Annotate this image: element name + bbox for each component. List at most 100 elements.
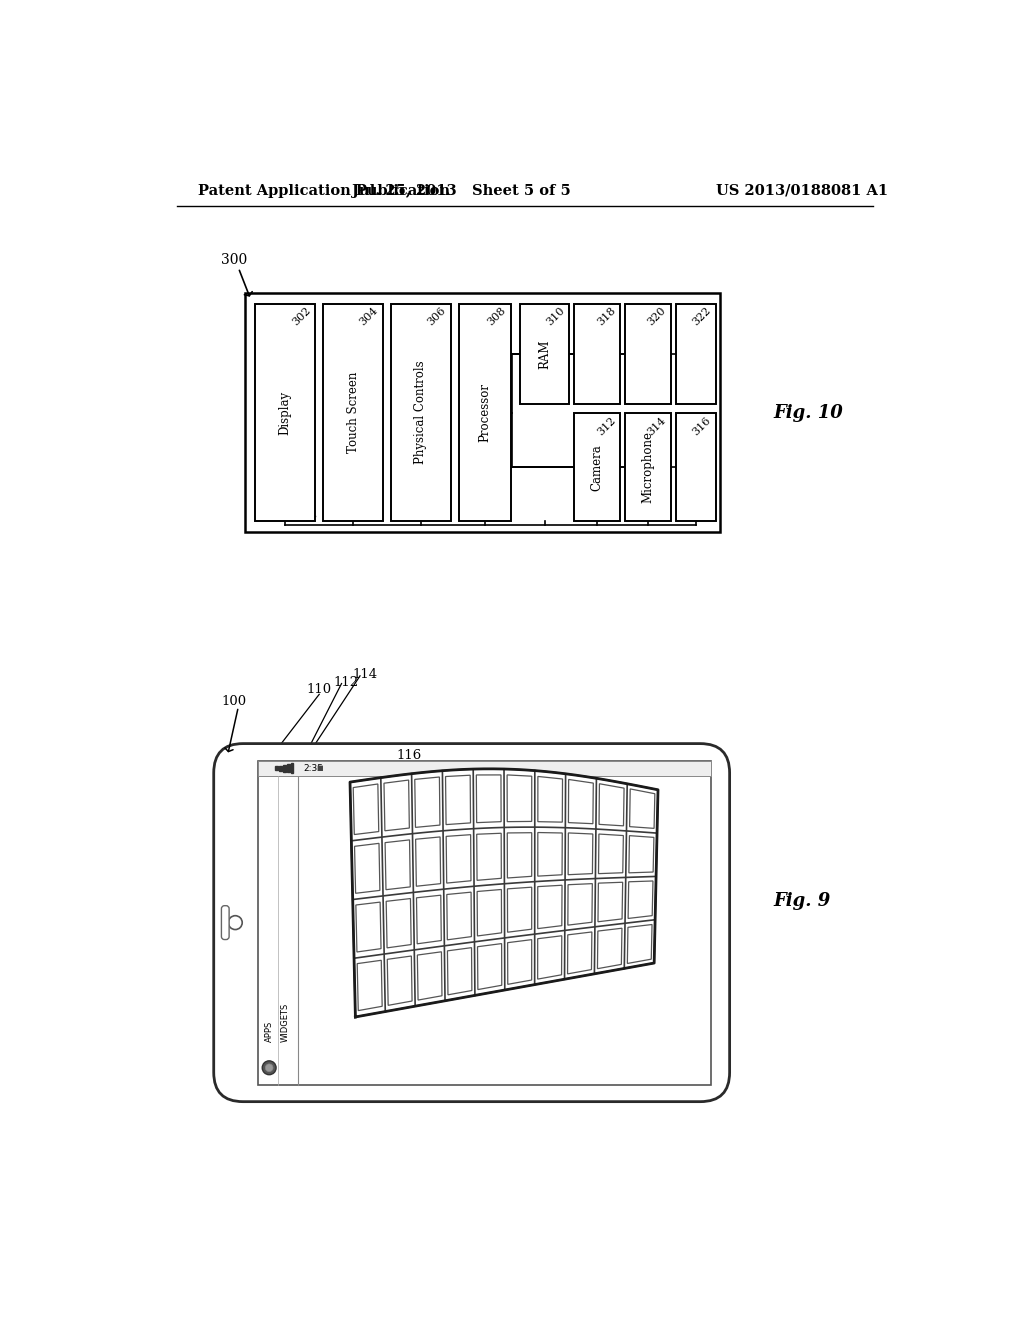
Polygon shape [598, 834, 624, 874]
Text: WIDGETS: WIDGETS [281, 1003, 290, 1043]
Polygon shape [446, 834, 471, 883]
Text: 318: 318 [595, 305, 617, 327]
Text: 322: 322 [690, 305, 713, 327]
Polygon shape [357, 960, 382, 1011]
Polygon shape [538, 776, 562, 822]
Text: Display: Display [279, 391, 292, 434]
Text: Touch Screen: Touch Screen [346, 372, 359, 453]
Polygon shape [385, 840, 411, 890]
Polygon shape [476, 775, 501, 822]
Bar [323, 304, 383, 521]
Bar [283, 764, 286, 772]
Polygon shape [568, 780, 593, 824]
Polygon shape [477, 890, 502, 936]
FancyBboxPatch shape [214, 743, 730, 1102]
Text: APPS: APPS [264, 1022, 273, 1043]
Bar [520, 304, 569, 404]
Polygon shape [598, 882, 623, 921]
Bar [255, 304, 315, 521]
Polygon shape [446, 892, 471, 940]
Text: 314: 314 [646, 414, 668, 437]
Text: 110: 110 [306, 684, 332, 696]
Text: 316: 316 [690, 414, 713, 437]
Bar [275, 767, 278, 770]
Circle shape [228, 916, 243, 929]
Polygon shape [568, 883, 592, 925]
Text: 312: 312 [595, 414, 617, 437]
Text: 2:35: 2:35 [303, 764, 323, 772]
Text: 200: 200 [416, 1007, 440, 1019]
Polygon shape [384, 780, 410, 830]
Bar [280, 766, 282, 771]
Text: 116: 116 [396, 748, 422, 762]
Polygon shape [630, 789, 654, 829]
Bar [287, 764, 290, 772]
Polygon shape [508, 940, 531, 985]
Polygon shape [445, 775, 470, 825]
Polygon shape [356, 902, 381, 952]
Polygon shape [447, 948, 472, 995]
Text: 302: 302 [290, 305, 312, 327]
Text: Fig. 9: Fig. 9 [773, 892, 830, 911]
Text: Processor: Processor [478, 383, 492, 442]
Polygon shape [354, 843, 380, 894]
Circle shape [265, 1064, 273, 1072]
Bar [291, 763, 294, 774]
Bar [625, 304, 671, 404]
Polygon shape [386, 899, 412, 948]
Polygon shape [477, 833, 502, 880]
Polygon shape [353, 784, 379, 834]
Text: 304: 304 [357, 305, 380, 327]
Text: ■: ■ [316, 766, 324, 771]
Polygon shape [416, 837, 440, 886]
Bar [676, 304, 716, 404]
Text: 118: 118 [662, 936, 687, 949]
Polygon shape [538, 936, 562, 979]
Text: Physical Controls: Physical Controls [415, 360, 427, 465]
Bar [258, 760, 711, 776]
Text: RAM: RAM [539, 339, 551, 368]
Text: Microphone: Microphone [641, 432, 654, 503]
Polygon shape [538, 833, 562, 876]
Text: 306: 306 [426, 305, 447, 327]
Polygon shape [599, 784, 624, 826]
Polygon shape [629, 836, 654, 873]
Text: 114: 114 [353, 668, 378, 681]
Bar [459, 304, 511, 521]
Polygon shape [567, 932, 592, 974]
Polygon shape [538, 886, 562, 928]
Polygon shape [628, 880, 653, 919]
Bar [625, 413, 671, 521]
Text: 300: 300 [221, 253, 248, 267]
Bar [574, 304, 621, 404]
Polygon shape [507, 775, 531, 821]
Polygon shape [628, 924, 652, 964]
Text: Jul. 25, 2013   Sheet 5 of 5: Jul. 25, 2013 Sheet 5 of 5 [352, 183, 571, 198]
Circle shape [262, 1061, 276, 1074]
Bar [258, 760, 711, 1085]
Polygon shape [350, 768, 658, 1016]
Polygon shape [568, 833, 593, 875]
Text: 308: 308 [485, 305, 508, 327]
FancyBboxPatch shape [221, 906, 229, 940]
Polygon shape [418, 952, 442, 1001]
Polygon shape [477, 944, 502, 990]
Bar [391, 304, 451, 521]
Text: {: { [653, 933, 666, 952]
Text: 310: 310 [544, 305, 566, 327]
Polygon shape [415, 777, 440, 828]
Text: US 2013/0188081 A1: US 2013/0188081 A1 [716, 183, 888, 198]
Text: Fig. 10: Fig. 10 [773, 404, 843, 421]
Polygon shape [417, 895, 441, 944]
Bar [245, 293, 720, 532]
Text: 320: 320 [646, 305, 668, 327]
Polygon shape [508, 887, 531, 932]
Text: 112: 112 [334, 676, 358, 689]
Text: 100: 100 [221, 694, 247, 708]
Text: Patent Application Publication: Patent Application Publication [199, 183, 451, 198]
Polygon shape [387, 956, 412, 1006]
Bar [676, 413, 716, 521]
Polygon shape [597, 928, 622, 969]
Polygon shape [507, 833, 531, 878]
Text: Camera: Camera [591, 444, 604, 491]
